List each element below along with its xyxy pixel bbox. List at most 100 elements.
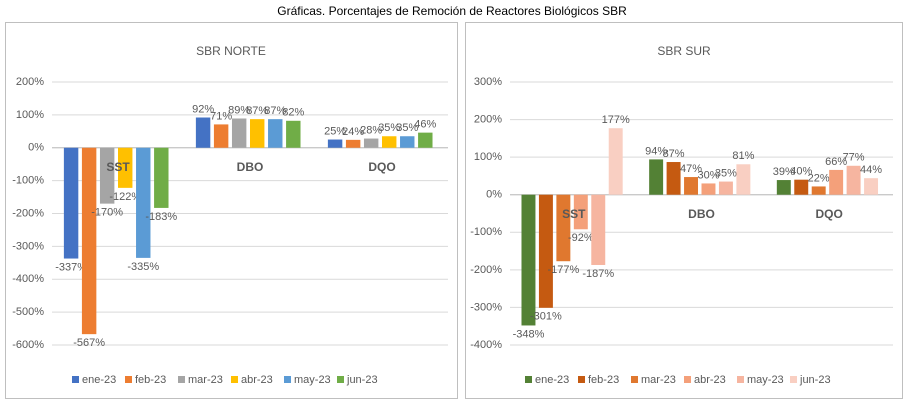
legend-swatch — [337, 376, 344, 383]
bar — [701, 183, 716, 195]
legend-swatch — [631, 376, 638, 383]
data-label: 35% — [715, 167, 737, 179]
bar — [794, 179, 809, 195]
bar — [846, 165, 861, 195]
y-tick-label: -200% — [470, 264, 502, 276]
bar — [154, 147, 169, 208]
legend-swatch — [737, 376, 744, 383]
legend-label: jun-23 — [346, 374, 378, 386]
y-tick-label: -400% — [470, 339, 502, 351]
data-label: 39% — [773, 166, 795, 178]
data-label: -187% — [582, 268, 614, 280]
legend-label: abr-23 — [241, 374, 273, 386]
data-label: 177% — [602, 114, 630, 126]
bar — [418, 132, 433, 148]
x-tick-label: SST — [106, 160, 130, 174]
data-label: 35% — [378, 122, 400, 134]
bar — [538, 194, 553, 308]
bar — [136, 147, 151, 258]
x-tick-label: DQO — [368, 160, 395, 174]
legend-swatch — [72, 376, 79, 383]
legend-swatch — [525, 376, 532, 383]
bar — [591, 194, 606, 265]
data-label: -567% — [73, 337, 105, 349]
bar — [99, 147, 115, 204]
y-tick-label: -600% — [12, 339, 44, 351]
x-tick-label: SST — [562, 207, 586, 221]
panel — [5, 22, 458, 399]
y-tick-label: -200% — [12, 207, 44, 219]
bar — [736, 164, 751, 195]
legend-label: mar-23 — [641, 374, 676, 386]
data-label: 25% — [324, 125, 346, 137]
bar — [231, 118, 247, 148]
bar — [268, 119, 283, 148]
legend-label: may-23 — [294, 374, 331, 386]
data-label: -301% — [530, 311, 562, 323]
legend-swatch — [790, 376, 797, 383]
y-tick-label: -400% — [12, 273, 44, 285]
data-label: 82% — [282, 107, 304, 119]
bar — [864, 178, 879, 195]
legend-label: ene-23 — [82, 374, 116, 386]
x-tick-label: DBO — [237, 160, 264, 174]
bar — [213, 124, 229, 148]
bar — [684, 177, 699, 195]
data-label: 87% — [663, 148, 685, 160]
data-label: 94% — [645, 145, 667, 157]
legend-label: may-23 — [747, 374, 784, 386]
data-label: -335% — [127, 261, 159, 273]
bar — [118, 147, 133, 188]
y-tick-label: 0% — [28, 142, 44, 154]
bar — [608, 128, 623, 195]
data-label: -348% — [513, 328, 545, 340]
data-label: 77% — [843, 152, 865, 164]
bar — [327, 139, 343, 148]
data-label: 46% — [414, 119, 436, 131]
data-label: 35% — [396, 122, 418, 134]
bar — [666, 162, 681, 195]
data-label: -170% — [91, 207, 123, 219]
x-tick-label: DBO — [688, 207, 715, 221]
legend-label: mar-23 — [188, 374, 223, 386]
bar — [286, 120, 301, 148]
y-tick-label: 100% — [474, 151, 502, 163]
legend-label: feb-23 — [588, 374, 619, 386]
bar — [81, 147, 97, 335]
data-label: 81% — [732, 150, 754, 162]
y-tick-label: 300% — [474, 76, 502, 88]
data-label: 28% — [360, 124, 382, 136]
data-label: 44% — [860, 164, 882, 176]
bar — [382, 136, 397, 148]
bar — [195, 117, 211, 148]
data-label: 87% — [264, 105, 286, 117]
bar — [63, 147, 79, 259]
legend-swatch — [684, 376, 691, 383]
legend-swatch — [231, 376, 238, 383]
data-label: 22% — [808, 172, 830, 184]
y-tick-label: 100% — [16, 109, 44, 121]
legend-label: ene-23 — [535, 374, 569, 386]
y-tick-label: -100% — [470, 226, 502, 238]
legend-label: jun-23 — [799, 374, 831, 386]
bar — [573, 194, 588, 230]
legend-label: abr-23 — [694, 374, 726, 386]
y-tick-label: 200% — [16, 76, 44, 88]
bar — [718, 181, 733, 195]
bar — [250, 119, 265, 148]
y-tick-label: 200% — [474, 113, 502, 125]
y-tick-label: -300% — [12, 240, 44, 252]
panel — [465, 22, 903, 399]
data-label: -337% — [55, 261, 87, 273]
data-label: 66% — [825, 156, 847, 168]
chart-title: SBR SUR — [657, 44, 711, 58]
y-tick-label: -500% — [12, 306, 44, 318]
bar — [829, 169, 844, 195]
data-label: -183% — [145, 211, 177, 223]
data-label: 89% — [228, 104, 250, 116]
legend-label: feb-23 — [135, 374, 166, 386]
data-label: 92% — [192, 103, 214, 115]
data-label: 71% — [210, 110, 232, 122]
x-tick-label: DQO — [815, 207, 842, 221]
data-label: 47% — [680, 163, 702, 175]
